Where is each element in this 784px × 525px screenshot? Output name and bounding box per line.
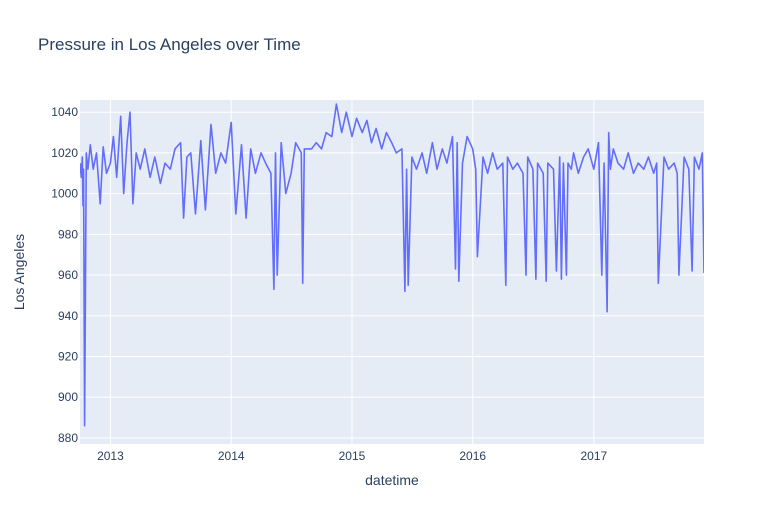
x-tick-label: 2015 (339, 449, 366, 463)
series-group (80, 103, 704, 427)
x-gridlines (109, 100, 595, 444)
x-axis-title: datetime (365, 472, 419, 488)
y-axis-ticks: 880 900 920 940 960 980 1000 1020 1040 (51, 105, 78, 445)
x-tick-label: 2016 (459, 449, 486, 463)
y-tick-label: 960 (58, 268, 78, 282)
y-axis-title: Los Angeles (11, 234, 27, 310)
y-tick-label: 1040 (51, 105, 78, 119)
plot-area (80, 100, 704, 444)
y-tick-label: 940 (58, 309, 78, 323)
x-tick-label: 2017 (580, 449, 607, 463)
series-line-los-angeles (80, 103, 704, 427)
y-tick-label: 920 (58, 349, 78, 363)
y-tick-label: 980 (58, 227, 78, 241)
x-tick-label: 2014 (218, 449, 245, 463)
x-axis-ticks: 2013 2014 2015 2016 2017 (97, 449, 607, 463)
y-tick-label: 900 (58, 390, 78, 404)
y-tick-label: 1000 (51, 187, 78, 201)
x-tick-label: 2013 (97, 449, 124, 463)
y-tick-label: 1020 (51, 146, 78, 160)
chart-title: Pressure in Los Angeles over Time (38, 35, 301, 54)
y-tick-label: 880 (58, 431, 78, 445)
